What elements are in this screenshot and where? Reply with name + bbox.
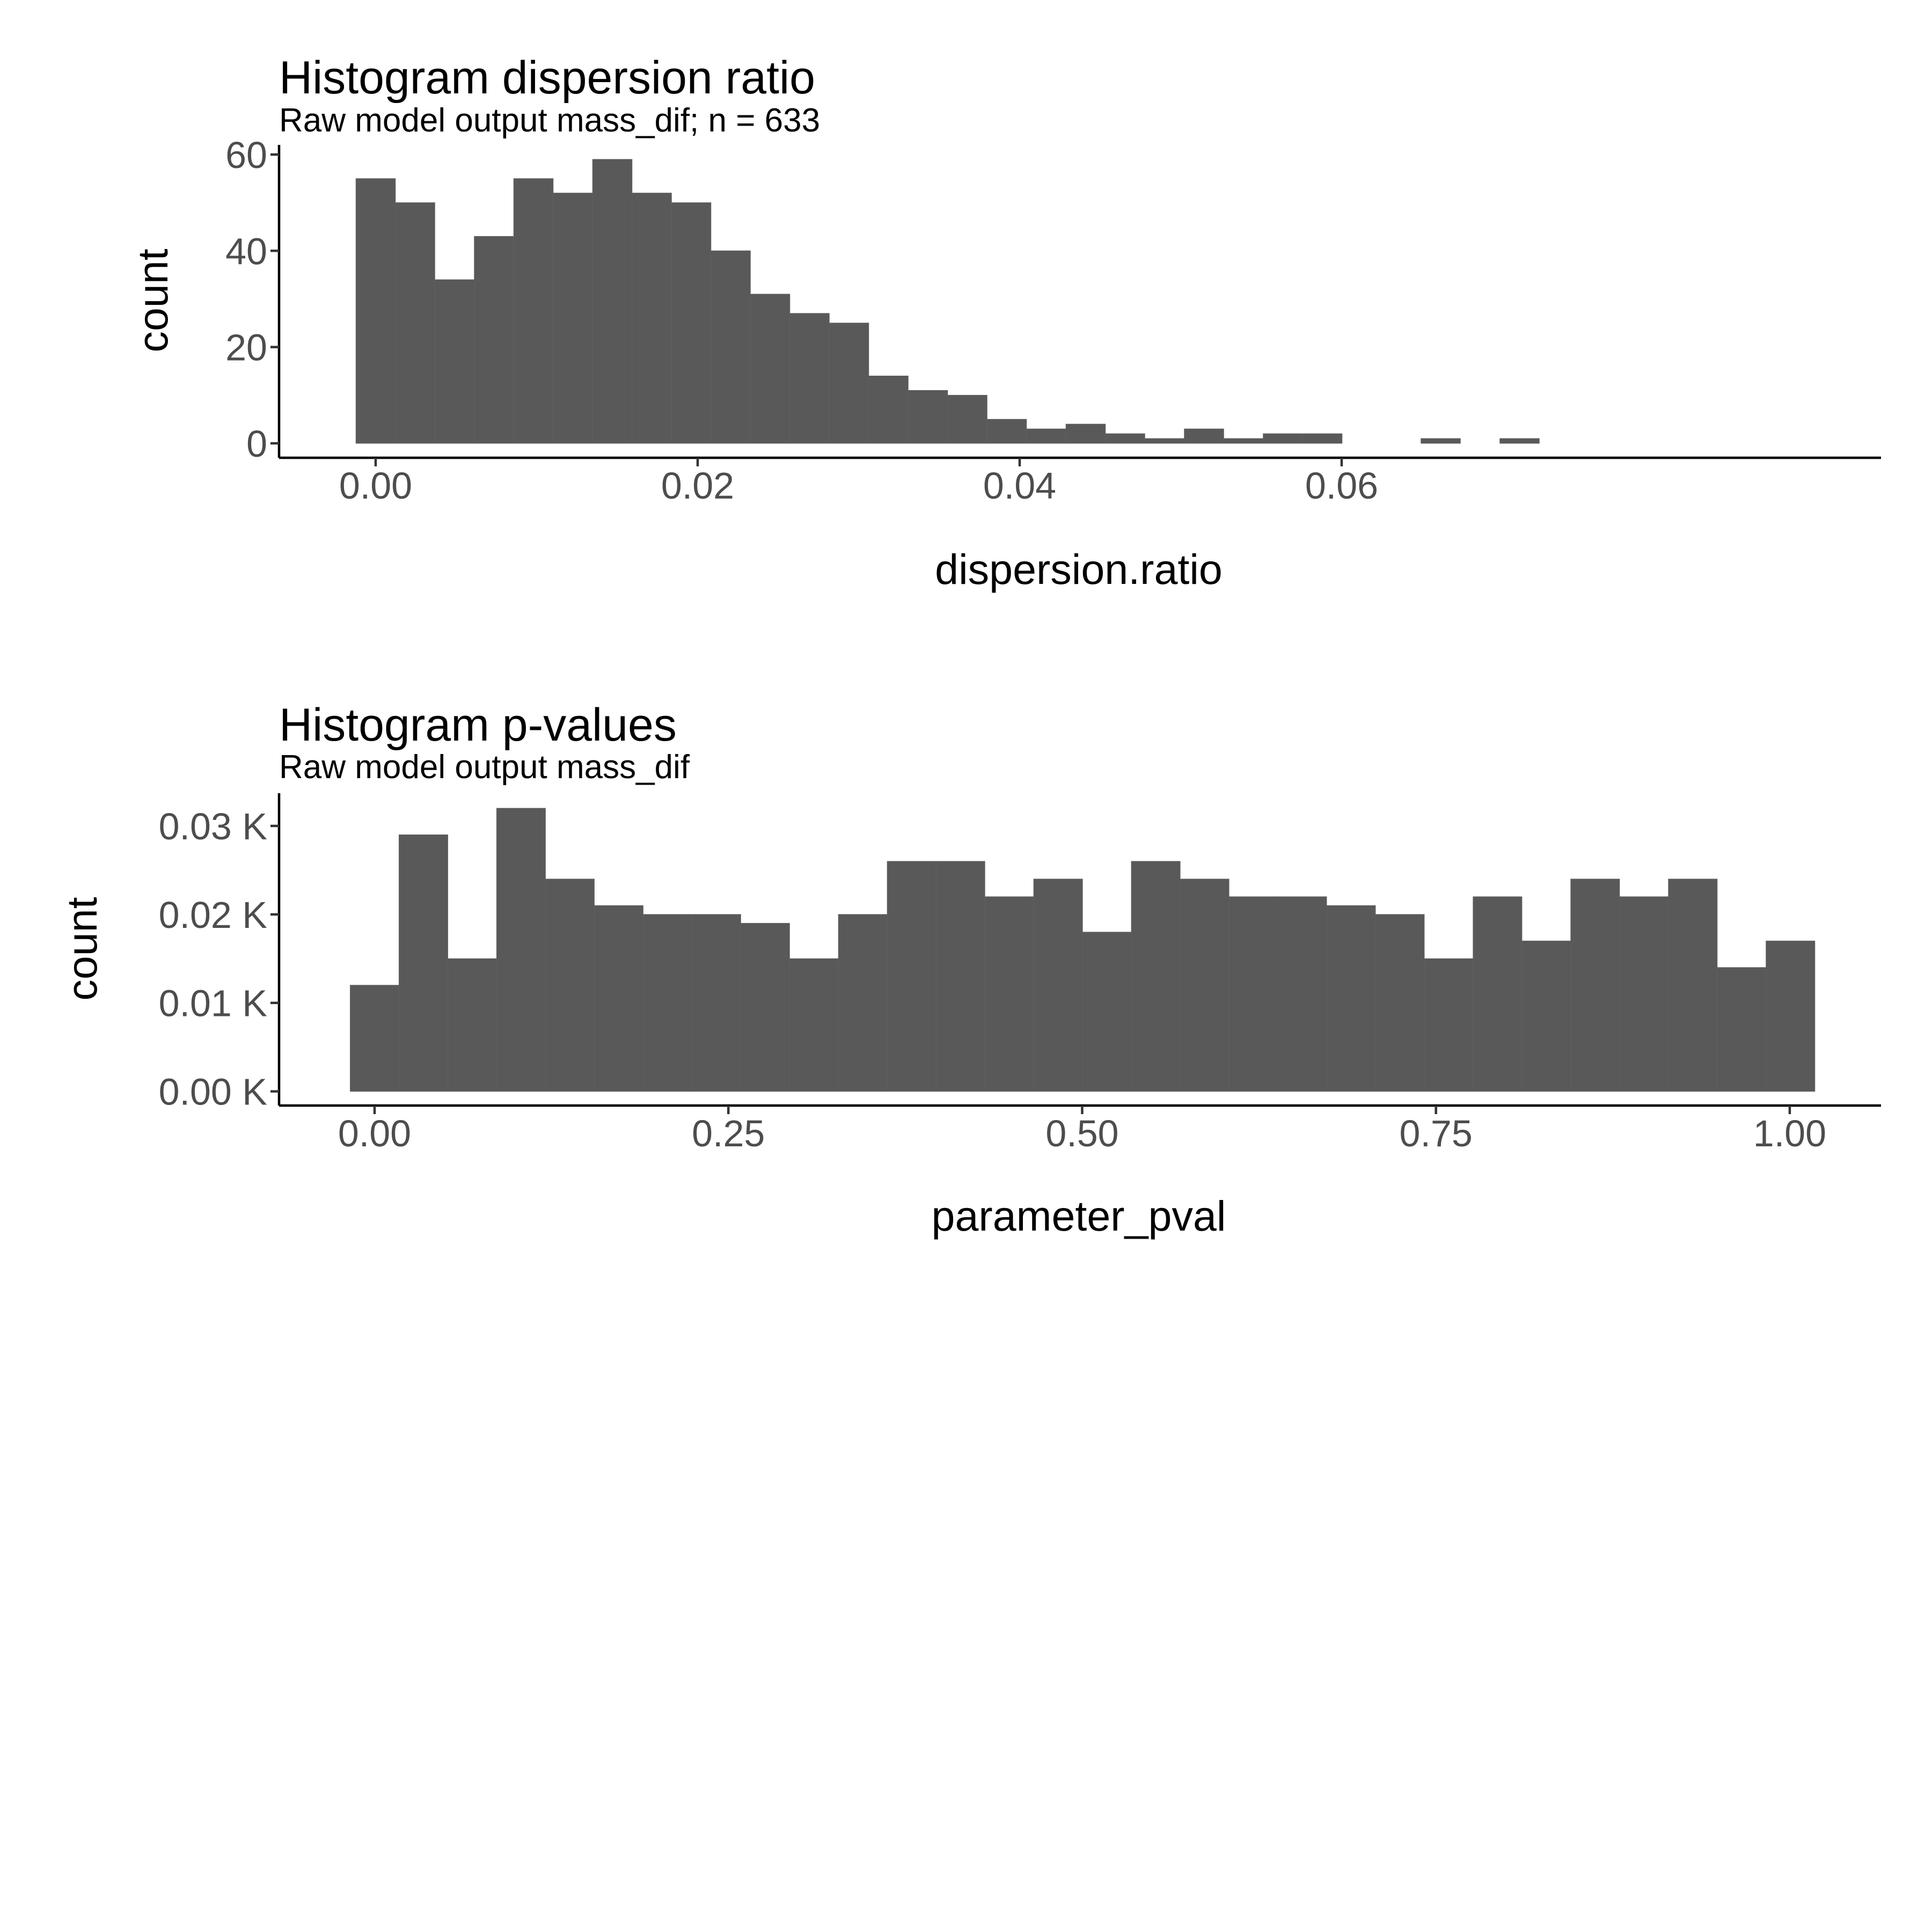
chart-subtitle: Raw model output mass_dif (279, 749, 690, 786)
histogram-bar (474, 236, 514, 444)
x-axis-title: parameter_pval (932, 1192, 1226, 1240)
y-tick-label: 0.00 K (159, 1071, 267, 1113)
histogram-bar (789, 958, 839, 1092)
y-tick-label: 0.02 K (159, 894, 267, 936)
x-tick-label: 0.04 (983, 465, 1056, 507)
y-tick-label: 20 (225, 327, 267, 369)
histogram-bar (496, 808, 546, 1092)
histogram-bar (632, 193, 672, 444)
histogram-bar (711, 250, 751, 444)
histogram-bar (1521, 940, 1571, 1092)
x-tick-label: 0.00 (338, 1113, 411, 1154)
histogram-bar (1026, 428, 1066, 444)
histogram-bar (1180, 879, 1230, 1092)
histogram-bar (838, 914, 888, 1092)
histogram-bar (829, 323, 869, 444)
histogram-bar (740, 923, 790, 1092)
y-axis-title: count (129, 248, 177, 352)
y-axis-title: count (58, 897, 106, 1000)
y-tick-label: 60 (225, 134, 267, 176)
histogram-bar (868, 376, 909, 444)
plot-area: 0.00 0.25 0.50 0.75 1.00 0.00 K 0.01 K 0.02 K 0.… (159, 793, 1881, 1154)
histogram-bar (1424, 958, 1474, 1092)
histogram-bar (1263, 433, 1303, 444)
histogram-bar (671, 202, 712, 444)
chart-title: Histogram p-values (279, 699, 677, 751)
histogram-bar (1065, 423, 1106, 444)
x-tick-label: 1.00 (1753, 1113, 1826, 1154)
histogram-bar (887, 861, 936, 1092)
histogram-bar (1277, 896, 1327, 1092)
y-tick-label: 0 (246, 423, 267, 465)
y-tick-label: 0.03 K (159, 806, 267, 847)
x-tick-label: 0.75 (1400, 1113, 1473, 1154)
histogram-bar (1302, 433, 1343, 444)
histogram-bar (1473, 896, 1523, 1092)
histogram-bar (545, 879, 595, 1092)
histogram-bar (350, 985, 399, 1092)
histogram-bar (1668, 879, 1718, 1092)
histogram-bar (1375, 914, 1425, 1092)
histogram-bar (986, 419, 1027, 444)
histogram-bar (1033, 879, 1083, 1092)
histogram-bar (750, 294, 791, 444)
y-tick-label: 40 (225, 230, 267, 272)
histogram-bar (789, 313, 830, 444)
histogram-bar (513, 178, 554, 444)
x-tick-label: 0.25 (692, 1113, 765, 1154)
x-tick-label: 0.00 (339, 465, 412, 507)
histogram-bar (1766, 940, 1816, 1092)
histogram-bar (553, 193, 593, 444)
x-tick-label: 0.50 (1045, 1113, 1118, 1154)
histogram-bar (1717, 967, 1767, 1092)
histogram-bar (1421, 438, 1461, 444)
histogram-bar (1223, 438, 1264, 444)
y-tick-label: 0.01 K (159, 983, 267, 1024)
panel-dispersion-ratio: Histogram dispersion ratio Raw model out… (129, 52, 1881, 593)
histogram-bar (592, 159, 633, 444)
histogram-bar (398, 834, 448, 1092)
histogram-bar (1570, 879, 1620, 1092)
histogram-bar (1082, 932, 1132, 1092)
histogram-bar (594, 905, 643, 1092)
chart-subtitle: Raw model output mass_dif; n = 633 (279, 102, 820, 139)
plot-area: 0.00 0.02 0.04 0.06 0 20 40 60 (225, 134, 1881, 507)
histogram-bar (947, 394, 987, 444)
panel-p-values: Histogram p-values Raw model output mass… (58, 699, 1881, 1240)
x-axis-title: dispersion.ratio (935, 545, 1223, 593)
histogram-bar (984, 896, 1034, 1092)
histogram-bar (355, 178, 396, 444)
histogram-bar (1619, 896, 1669, 1092)
histogram-bar (1228, 896, 1278, 1092)
histogram-bar (1184, 428, 1224, 444)
histogram-bar (1105, 433, 1145, 444)
chart-title: Histogram dispersion ratio (279, 52, 815, 104)
histogram-bar (395, 202, 435, 444)
histogram-bar (447, 958, 497, 1092)
histogram-bar (935, 861, 985, 1092)
x-tick-label: 0.06 (1305, 465, 1378, 507)
histogram-bar (1144, 438, 1185, 444)
histogram-bar (1131, 861, 1181, 1092)
histogram-bar (1326, 905, 1376, 1092)
histogram-bar (908, 390, 948, 444)
histogram-bar (691, 914, 741, 1092)
x-tick-label: 0.02 (661, 465, 734, 507)
histogram-bar (434, 279, 475, 444)
histogram-bar (642, 914, 692, 1092)
histogram-bar (1499, 438, 1540, 444)
